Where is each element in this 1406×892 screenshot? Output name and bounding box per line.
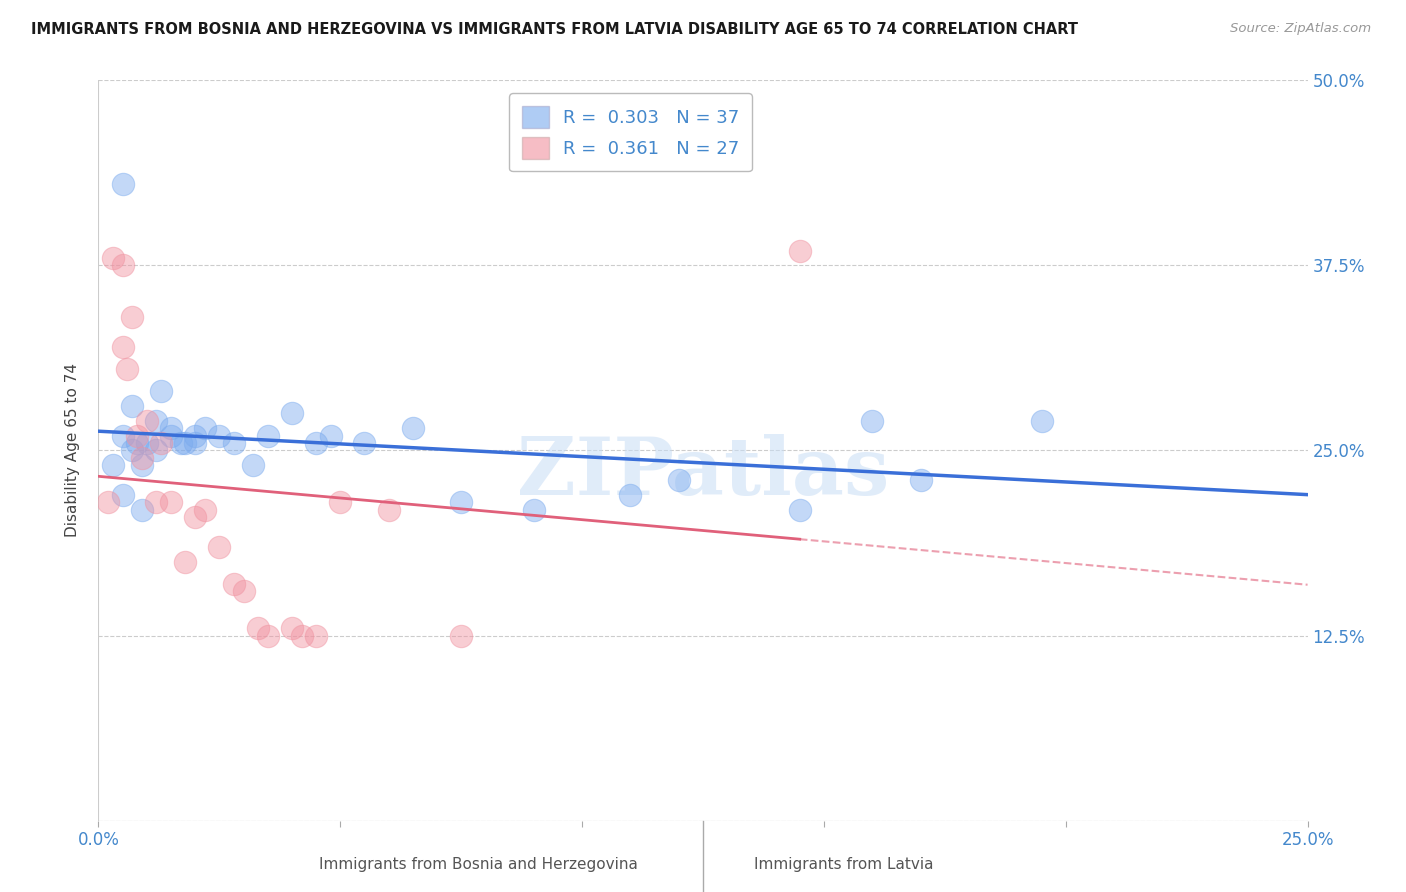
Point bbox=[789, 502, 811, 516]
Point bbox=[160, 428, 183, 442]
Point bbox=[101, 251, 124, 265]
Point bbox=[290, 628, 312, 642]
Point bbox=[450, 495, 472, 509]
Text: Immigrants from Latvia: Immigrants from Latvia bbox=[754, 857, 934, 872]
Point bbox=[131, 450, 153, 465]
Point bbox=[305, 628, 328, 642]
Point bbox=[117, 362, 139, 376]
Point bbox=[111, 488, 134, 502]
Point bbox=[353, 436, 375, 450]
Point bbox=[97, 495, 120, 509]
Text: IMMIGRANTS FROM BOSNIA AND HERZEGOVINA VS IMMIGRANTS FROM LATVIA DISABILITY AGE : IMMIGRANTS FROM BOSNIA AND HERZEGOVINA V… bbox=[31, 22, 1078, 37]
Point bbox=[619, 488, 641, 502]
Point bbox=[127, 436, 149, 450]
Point bbox=[160, 421, 183, 435]
Point bbox=[668, 473, 690, 487]
Point bbox=[329, 495, 352, 509]
Point bbox=[145, 443, 167, 458]
Point bbox=[184, 436, 207, 450]
Legend: R =  0.303   N = 37, R =  0.361   N = 27: R = 0.303 N = 37, R = 0.361 N = 27 bbox=[509, 93, 752, 171]
Text: Source: ZipAtlas.com: Source: ZipAtlas.com bbox=[1230, 22, 1371, 36]
Point bbox=[377, 502, 399, 516]
Point bbox=[1031, 414, 1053, 428]
Point bbox=[281, 407, 304, 421]
Point bbox=[194, 421, 217, 435]
Text: Immigrants from Bosnia and Herzegovina: Immigrants from Bosnia and Herzegovina bbox=[319, 857, 637, 872]
Point bbox=[789, 244, 811, 258]
Point bbox=[145, 414, 167, 428]
Point bbox=[860, 414, 883, 428]
Point bbox=[174, 436, 197, 450]
Point bbox=[184, 428, 207, 442]
Point bbox=[194, 502, 217, 516]
Point bbox=[127, 428, 149, 442]
Point bbox=[281, 621, 304, 635]
Point bbox=[402, 421, 425, 435]
Point bbox=[232, 584, 254, 599]
Point bbox=[319, 428, 342, 442]
Point bbox=[135, 436, 157, 450]
Point bbox=[145, 495, 167, 509]
Point bbox=[111, 428, 134, 442]
Point bbox=[184, 510, 207, 524]
Y-axis label: Disability Age 65 to 74: Disability Age 65 to 74 bbox=[65, 363, 80, 538]
Point bbox=[131, 502, 153, 516]
Point bbox=[208, 540, 231, 554]
Point bbox=[305, 436, 328, 450]
Point bbox=[121, 310, 143, 325]
Point bbox=[208, 428, 231, 442]
Point bbox=[131, 458, 153, 473]
Point bbox=[222, 436, 245, 450]
Point bbox=[910, 473, 932, 487]
Point bbox=[121, 399, 143, 413]
Point bbox=[174, 555, 197, 569]
Point bbox=[150, 384, 173, 399]
Point bbox=[121, 443, 143, 458]
Point bbox=[111, 259, 134, 273]
Point bbox=[247, 621, 270, 635]
Point bbox=[111, 340, 134, 354]
Point bbox=[242, 458, 264, 473]
Point bbox=[150, 436, 173, 450]
Point bbox=[135, 414, 157, 428]
Point bbox=[111, 177, 134, 191]
Point bbox=[222, 576, 245, 591]
Text: ZIPatlas: ZIPatlas bbox=[517, 434, 889, 512]
Point bbox=[160, 495, 183, 509]
Point bbox=[101, 458, 124, 473]
Point bbox=[450, 628, 472, 642]
Point bbox=[169, 436, 191, 450]
Point bbox=[523, 502, 546, 516]
Point bbox=[256, 628, 278, 642]
Point bbox=[256, 428, 278, 442]
